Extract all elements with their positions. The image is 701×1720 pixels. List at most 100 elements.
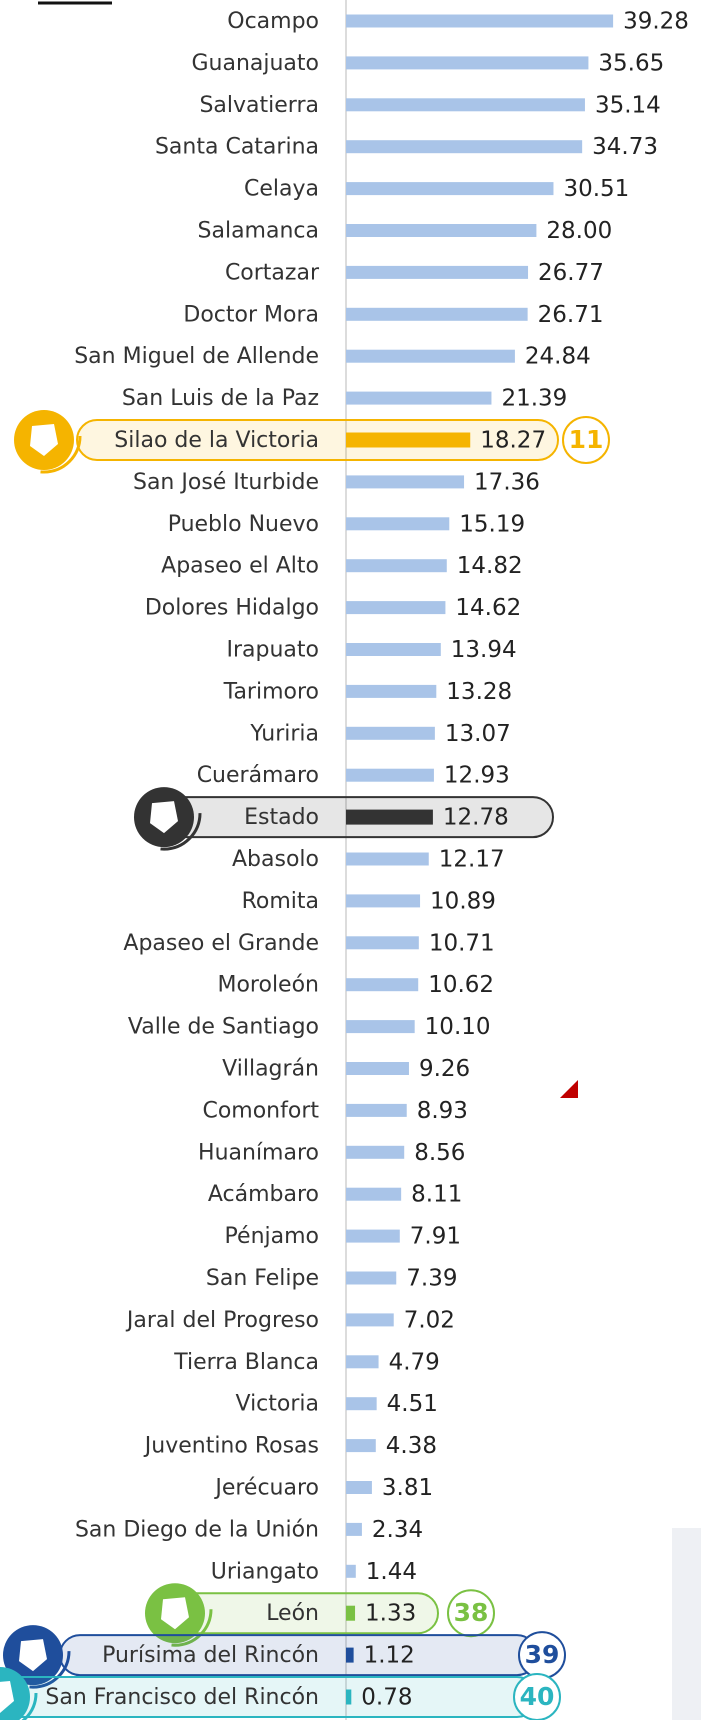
value-label: 1.12 <box>364 1643 415 1669</box>
value-label: 24.84 <box>525 344 591 370</box>
value-label: 1.33 <box>365 1601 416 1627</box>
bar <box>346 475 465 489</box>
category-label: Moroleón <box>217 973 319 998</box>
value-label: 13.28 <box>446 679 512 705</box>
value-label: 2.34 <box>372 1517 423 1543</box>
bar <box>346 349 515 363</box>
category-label: Salvatierra <box>199 93 319 118</box>
bar <box>346 1605 356 1621</box>
value-label: 8.93 <box>417 1098 468 1124</box>
value-label: 10.89 <box>430 888 496 914</box>
icon-shape <box>19 1639 47 1672</box>
category-label: San Diego de la Unión <box>75 1517 319 1542</box>
bar <box>346 601 446 615</box>
category-label: León <box>266 1601 319 1626</box>
bar <box>346 224 537 237</box>
decor-triangle <box>560 1080 578 1098</box>
value-label: 18.27 <box>480 428 546 454</box>
bar <box>346 1397 377 1411</box>
value-label: 12.17 <box>439 847 505 873</box>
bar <box>346 1145 405 1159</box>
value-label: 15.19 <box>459 511 525 537</box>
value-label: 10.71 <box>429 930 495 956</box>
icon-ring <box>0 1655 38 1720</box>
icon-ring <box>0 1613 71 1689</box>
bar <box>346 1647 354 1663</box>
icon-shape <box>0 1681 14 1713</box>
value-label: 8.56 <box>414 1140 465 1166</box>
bar <box>346 1187 402 1201</box>
highlight-pill <box>76 419 559 461</box>
category-label: Santa Catarina <box>155 135 319 160</box>
value-label: 39.28 <box>623 9 689 35</box>
category-label: Silao de la Victoria <box>114 428 319 453</box>
bar <box>346 852 429 866</box>
category-label: Yuriria <box>249 721 319 746</box>
bar <box>346 1229 400 1243</box>
category-label: Doctor Mora <box>183 302 319 327</box>
bar <box>346 265 529 279</box>
icon-shape <box>161 1597 189 1630</box>
category-label: Irapuato <box>227 638 320 663</box>
bar <box>346 726 435 740</box>
bar <box>346 684 437 698</box>
value-label: 14.62 <box>455 595 521 621</box>
category-label: San Francisco del Rincón <box>45 1685 319 1710</box>
value-label: 1.44 <box>366 1559 417 1585</box>
category-label: Tarimoro <box>223 679 319 704</box>
category-label: Tierra Blanca <box>173 1350 319 1375</box>
bar <box>346 1522 362 1536</box>
category-label: Romita <box>242 889 319 914</box>
category-label: Dolores Hidalgo <box>145 596 319 621</box>
bar <box>346 1062 409 1075</box>
bar <box>346 643 441 656</box>
category-label: Pueblo Nuevo <box>168 512 319 537</box>
value-label: 35.65 <box>598 50 664 76</box>
category-label: San Miguel de Allende <box>74 344 319 369</box>
bar <box>346 1481 372 1494</box>
bar <box>346 1439 376 1453</box>
category-label: Comonfort <box>202 1098 319 1123</box>
category-label: Abasolo <box>232 847 319 872</box>
category-label: Cuerámaro <box>197 763 319 788</box>
category-label: Apaseo el Alto <box>161 554 319 579</box>
rank-label: 11 <box>569 425 604 454</box>
value-label: 12.93 <box>444 763 510 789</box>
bar <box>346 936 419 950</box>
category-label: Acámbaro <box>208 1182 319 1207</box>
bar <box>346 559 447 573</box>
category-label: San Felipe <box>206 1266 319 1291</box>
bar <box>346 978 419 992</box>
bar <box>346 768 434 782</box>
value-label: 30.51 <box>563 176 629 202</box>
bar <box>346 307 528 321</box>
value-label: 3.81 <box>382 1475 433 1501</box>
value-label: 4.51 <box>387 1391 438 1417</box>
icon-ring <box>6 398 82 474</box>
category-label: San José Iturbide <box>133 470 319 495</box>
bar <box>346 1689 352 1705</box>
rank-label: 40 <box>520 1682 555 1711</box>
value-label: 8.11 <box>411 1182 462 1208</box>
bar <box>346 809 433 825</box>
rank-badge <box>562 416 610 464</box>
municipality-icon <box>0 1667 30 1720</box>
bar <box>346 1020 415 1034</box>
value-label: 4.79 <box>389 1349 440 1375</box>
rank-label: 39 <box>525 1640 560 1669</box>
bar <box>346 56 589 70</box>
rank-badge <box>513 1673 561 1720</box>
value-label: 7.39 <box>406 1266 457 1292</box>
category-label: Pénjamo <box>225 1224 319 1249</box>
icon-shape <box>150 801 178 834</box>
bar <box>346 98 585 112</box>
value-label: 13.07 <box>445 721 511 747</box>
category-label: Purísima del Rincón <box>102 1643 319 1668</box>
category-label: Ocampo <box>227 9 319 34</box>
category-label: Uriangato <box>211 1559 319 1584</box>
value-label: 21.39 <box>501 386 567 412</box>
value-label: 10.62 <box>428 972 494 998</box>
category-label: Cortazar <box>225 260 320 285</box>
value-label: 26.77 <box>538 260 604 286</box>
